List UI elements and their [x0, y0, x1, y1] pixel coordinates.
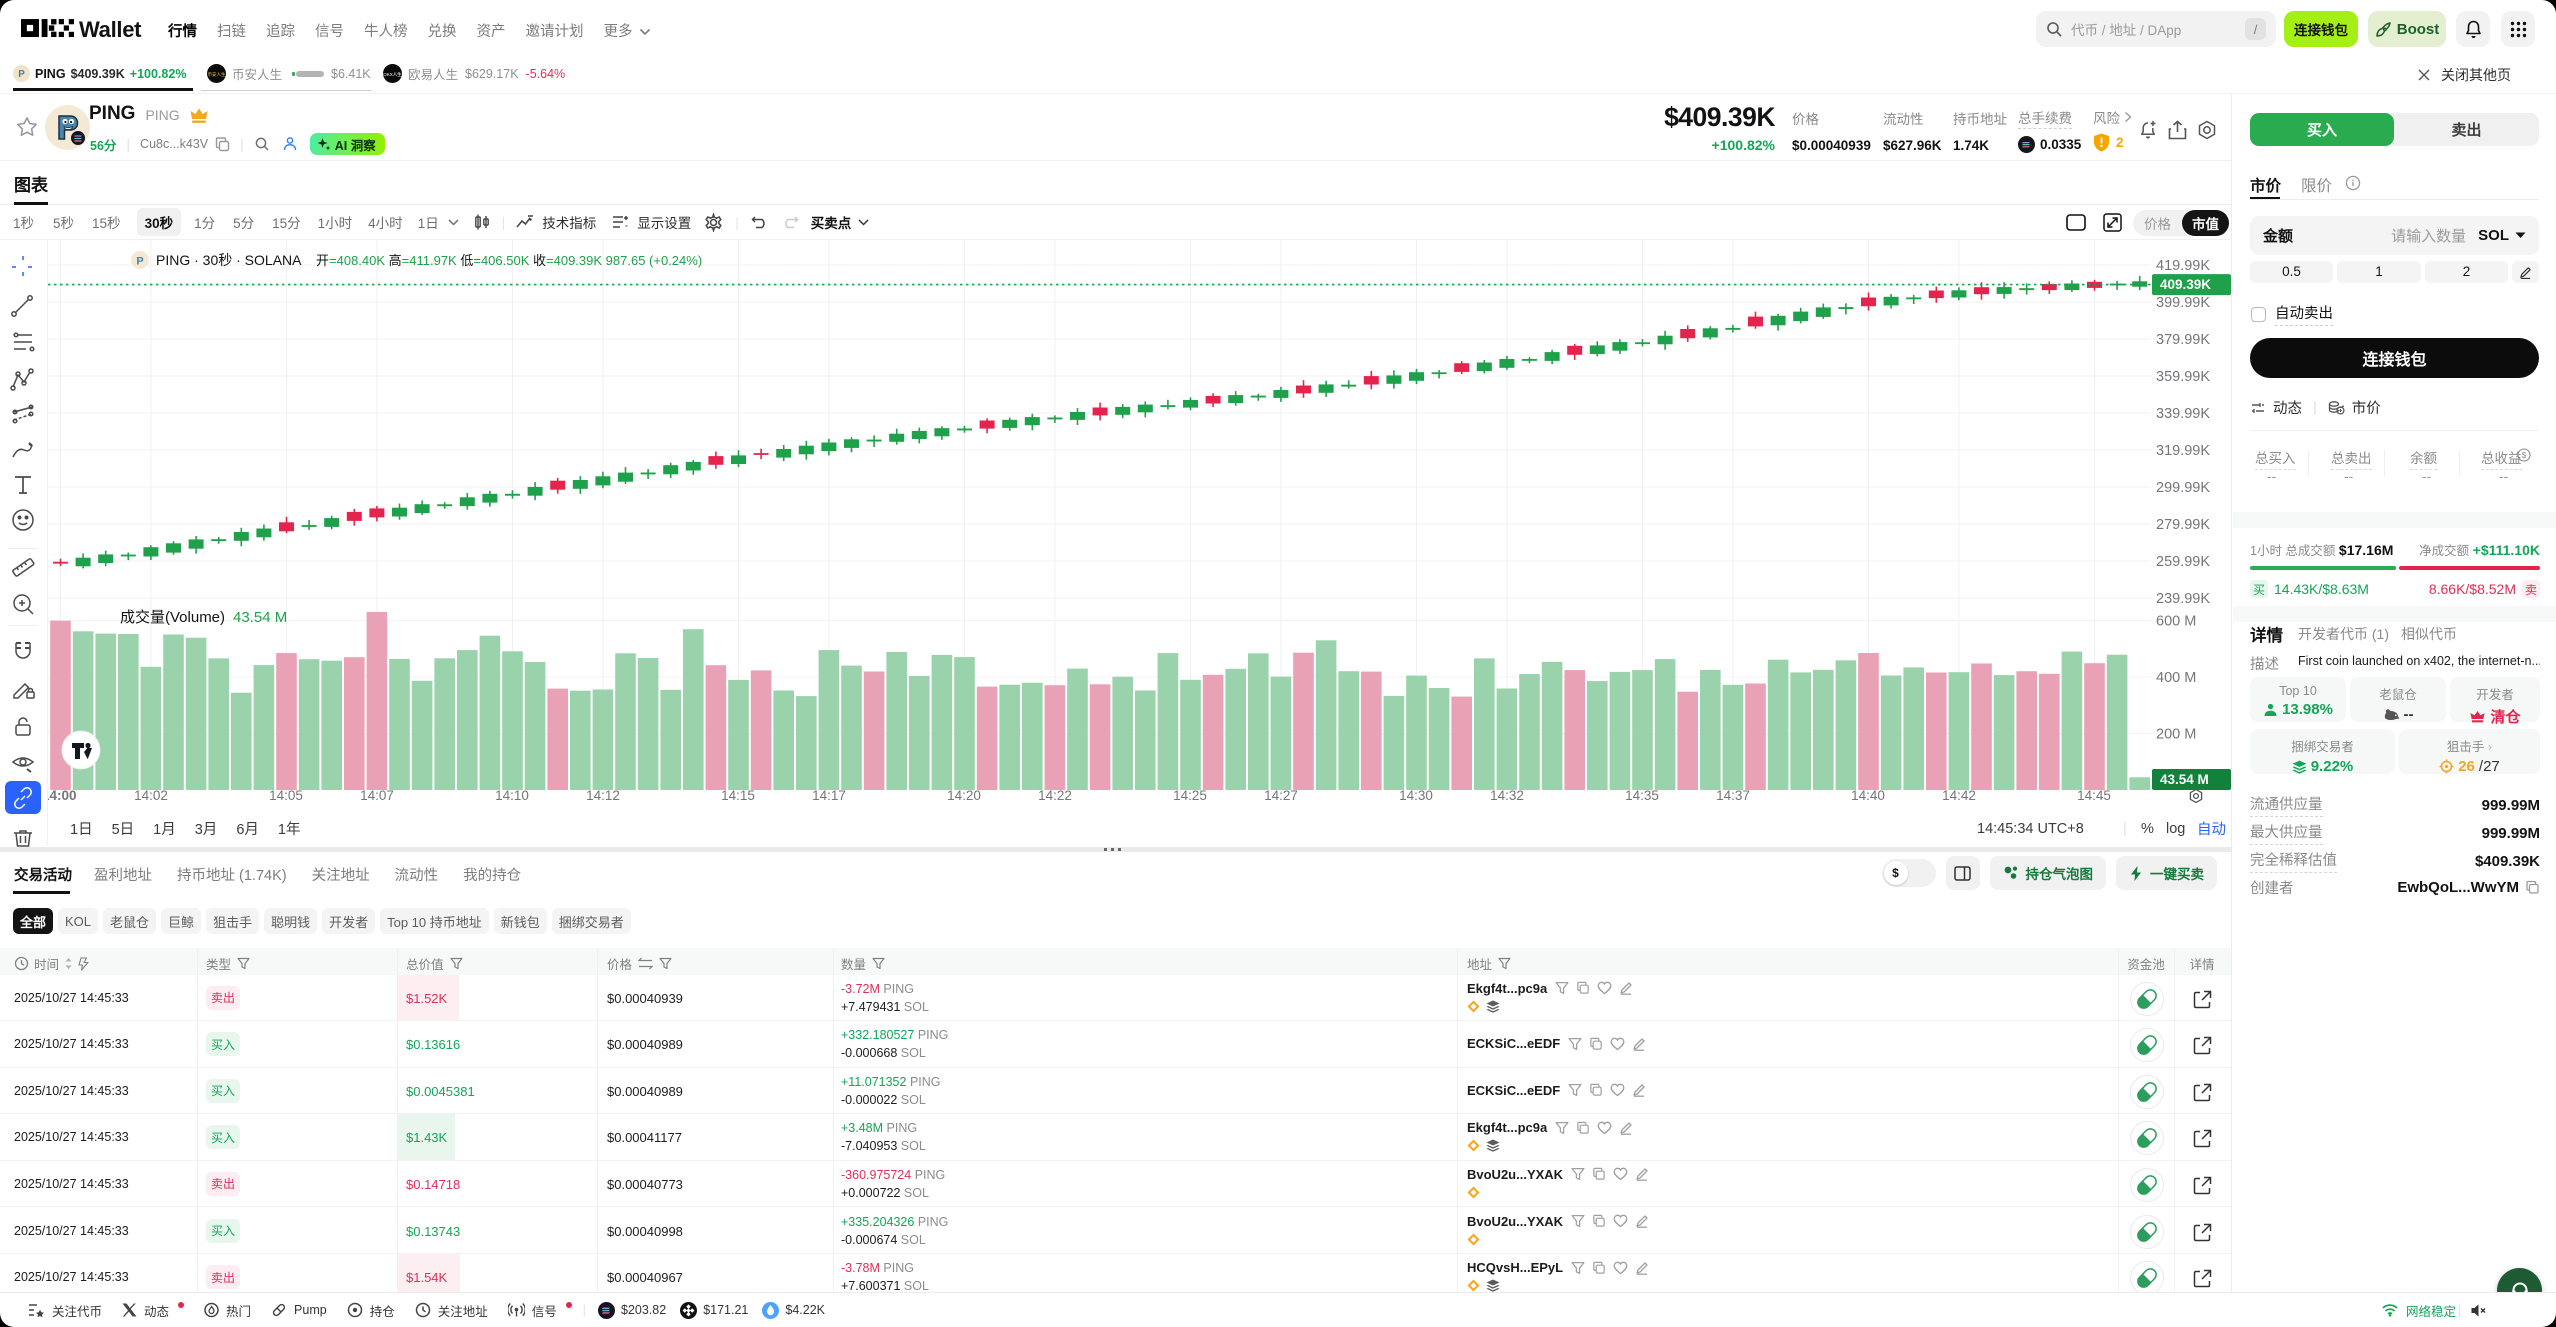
svg-text:400 M: 400 M: [2156, 670, 2196, 686]
svg-text:OKX人生: OKX人生: [383, 71, 402, 77]
svg-text:409.39K: 409.39K: [2160, 277, 2211, 292]
svg-text:279.99K: 279.99K: [2156, 517, 2210, 533]
svg-text:14:07: 14:07: [360, 788, 394, 803]
svg-text:14:00: 14:00: [48, 788, 77, 803]
svg-text:359.99K: 359.99K: [2156, 369, 2210, 385]
svg-text:319.99K: 319.99K: [2156, 443, 2210, 459]
svg-text:339.99K: 339.99K: [2156, 406, 2210, 422]
svg-text:成交量(Volume): 成交量(Volume): [120, 608, 225, 626]
svg-text:14:32: 14:32: [1490, 788, 1524, 803]
svg-text:14:05: 14:05: [269, 788, 303, 803]
svg-text:币安人生: 币安人生: [208, 71, 226, 78]
svg-text:600 M: 600 M: [2156, 614, 2196, 630]
svg-text:14:30: 14:30: [1399, 788, 1433, 803]
svg-text:14:45: 14:45: [2077, 788, 2111, 803]
svg-text:14:22: 14:22: [1038, 788, 1072, 803]
svg-text:43.54 M: 43.54 M: [2160, 772, 2209, 787]
svg-text:259.99K: 259.99K: [2156, 554, 2210, 570]
svg-text:PING · 30秒 · SOLANA: PING · 30秒 · SOLANA: [156, 252, 302, 268]
svg-text:379.99K: 379.99K: [2156, 332, 2210, 348]
svg-text:14:17: 14:17: [812, 788, 846, 803]
svg-text:14:35: 14:35: [1625, 788, 1659, 803]
svg-text:14:27: 14:27: [1264, 788, 1298, 803]
svg-text:14:40: 14:40: [1851, 788, 1885, 803]
svg-text:14:10: 14:10: [495, 788, 529, 803]
svg-text:14:37: 14:37: [1716, 788, 1750, 803]
svg-text:43.54 M: 43.54 M: [233, 609, 287, 626]
svg-text:14:15: 14:15: [721, 788, 755, 803]
svg-text:$: $: [2522, 451, 2527, 460]
svg-text:14:25: 14:25: [1173, 788, 1207, 803]
svg-text:239.99K: 239.99K: [2156, 591, 2210, 607]
svg-text:P: P: [18, 69, 25, 80]
svg-text:14:02: 14:02: [134, 788, 168, 803]
svg-text:419.99K: 419.99K: [2156, 258, 2210, 274]
svg-text:14:20: 14:20: [947, 788, 981, 803]
svg-text:14:12: 14:12: [586, 788, 620, 803]
svg-text:299.99K: 299.99K: [2156, 480, 2210, 496]
svg-text:14:42: 14:42: [1942, 788, 1976, 803]
svg-text:开=408.40K 高=411.97K 低=406.50: 开=408.40K 高=411.97K 低=406.50K 收=409.39K …: [316, 253, 702, 268]
svg-text:399.99K: 399.99K: [2156, 295, 2210, 311]
svg-text:P: P: [136, 256, 143, 268]
svg-text:200 M: 200 M: [2156, 727, 2196, 743]
